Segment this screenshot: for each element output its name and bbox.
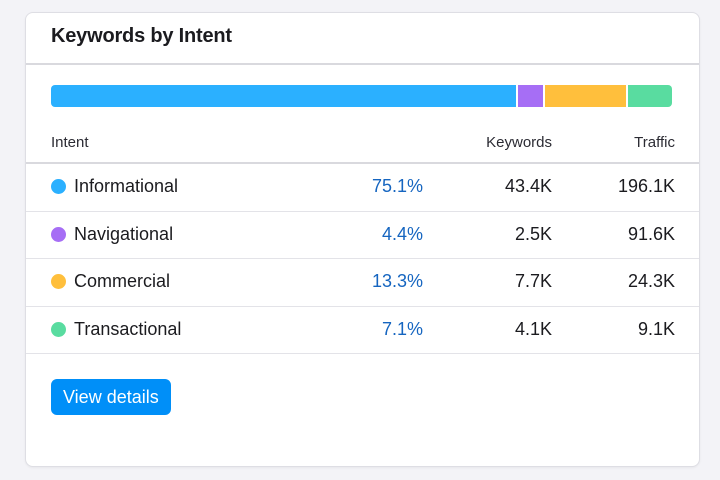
intent-traffic: 24.3K [627, 271, 675, 291]
intent-name: Informational [74, 176, 179, 196]
intent-name: Commercial [74, 271, 171, 291]
intent-name: Navigational [74, 223, 174, 244]
table-row-commercial: Commercial 13.3% 7.7K 24.3K [26, 259, 699, 307]
intent-traffic: 196.1K [617, 176, 675, 196]
navigational-dot-icon [51, 226, 66, 242]
intent-percent-link[interactable]: 13.3% [371, 271, 423, 291]
informational-dot-icon [51, 179, 66, 194]
table-row-navigational: Navigational 4.4% 2.5K 91.6K [26, 212, 699, 259]
table-header: Intent Keywords Traffic [26, 125, 699, 164]
table-row-transactional: Transactional 7.1% 4.1K 9.1K [26, 307, 699, 354]
bar-segment-transactional[interactable] [627, 85, 672, 107]
column-header-traffic: Traffic [634, 134, 675, 151]
bar-segment-informational[interactable] [51, 85, 518, 107]
intent-distribution-bar [51, 85, 672, 107]
intent-percent-link[interactable]: 4.4% [381, 223, 423, 244]
intent-name: Transactional [74, 318, 182, 339]
bar-segment-commercial[interactable] [545, 85, 628, 107]
view-details-button[interactable]: View details [51, 379, 171, 415]
keywords-by-intent-card: Keywords by Intent Intent Keywords Traff… [25, 12, 700, 467]
intent-keywords: 4.1K [514, 318, 552, 339]
card-header: Keywords by Intent [26, 13, 699, 65]
commercial-dot-icon [51, 274, 66, 289]
intent-traffic: 91.6K [627, 223, 675, 244]
intent-traffic: 9.1K [637, 318, 675, 339]
intent-table: Intent Keywords Traffic Informational 75… [26, 125, 699, 354]
column-header-keywords: Keywords [486, 134, 552, 151]
transactional-dot-icon [51, 321, 66, 337]
bar-segment-navigational[interactable] [517, 85, 546, 107]
intent-keywords: 2.5K [514, 223, 552, 244]
intent-percent-link[interactable]: 7.1% [381, 318, 423, 339]
intent-keywords: 43.4K [504, 176, 552, 196]
intent-keywords: 7.7K [514, 271, 552, 291]
intent-percent-link[interactable]: 75.1% [371, 176, 423, 196]
table-row-informational: Informational 75.1% 43.4K 196.1K [26, 164, 699, 212]
card-title: Keywords by Intent [51, 25, 232, 47]
column-header-intent: Intent [51, 134, 89, 151]
